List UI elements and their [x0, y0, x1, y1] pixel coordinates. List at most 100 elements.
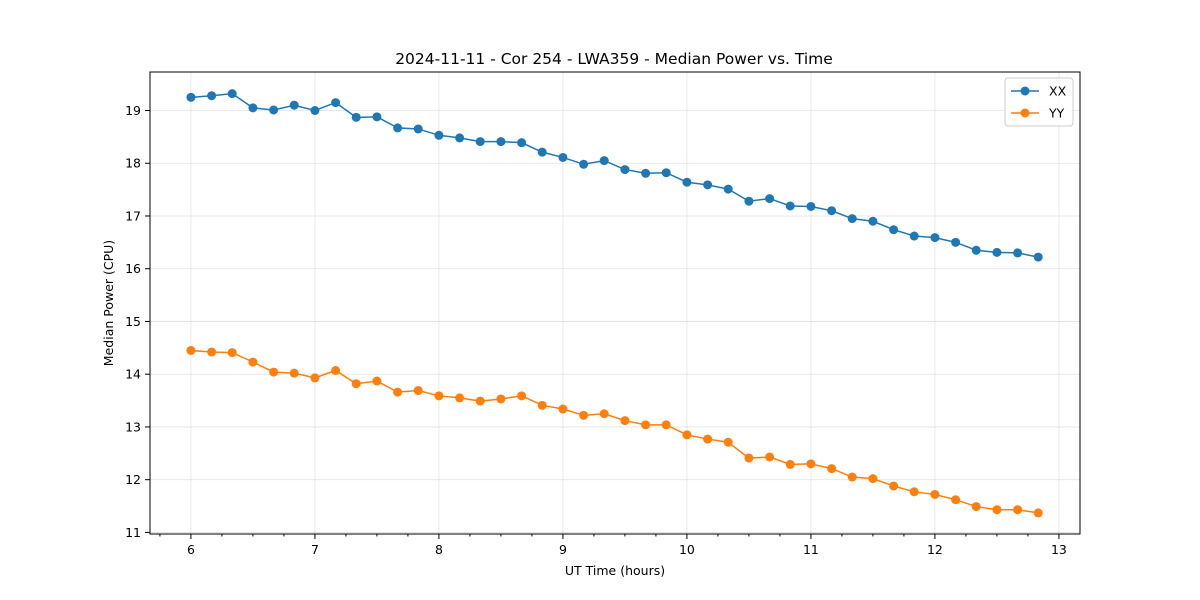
data-point-yy — [558, 404, 568, 414]
data-point-xx — [227, 89, 237, 99]
data-point-yy — [475, 396, 485, 406]
data-point-xx — [599, 156, 609, 166]
data-point-yy — [310, 373, 320, 383]
data-point-xx — [889, 225, 899, 235]
legend-label-xx: XX — [1049, 84, 1067, 99]
data-point-yy — [496, 394, 506, 404]
data-point-xx — [475, 137, 485, 147]
legend: XX YY — [1004, 77, 1074, 127]
series-layer — [186, 89, 1043, 518]
x-tick-label: 10 — [679, 542, 695, 557]
data-point-yy — [537, 400, 547, 410]
axis-ticks: 6 7 8 9 10 11 12 13 11 12 13 14 15 16 17 18 19 — [125, 103, 1067, 557]
data-point-yy — [661, 420, 671, 430]
data-point-yy — [806, 459, 816, 469]
data-point-xx — [620, 165, 630, 175]
data-point-yy — [1033, 508, 1043, 518]
data-point-xx — [951, 237, 961, 247]
data-point-xx — [248, 103, 258, 113]
data-point-xx — [496, 137, 506, 147]
data-point-yy — [641, 420, 651, 430]
data-point-xx — [537, 147, 547, 157]
data-point-yy — [971, 502, 981, 512]
data-point-yy — [785, 459, 795, 469]
data-point-xx — [269, 105, 279, 115]
data-point-xx — [1013, 248, 1023, 258]
data-point-xx — [682, 177, 692, 187]
data-point-yy — [930, 489, 940, 499]
data-point-xx — [393, 123, 403, 133]
data-point-yy — [289, 368, 299, 378]
data-point-yy — [227, 348, 237, 358]
chart-title: 2024-11-11 - Cor 254 - LWA359 - Median P… — [395, 50, 833, 68]
y-tick-label: 19 — [125, 103, 141, 118]
y-tick-label: 12 — [125, 472, 141, 487]
data-point-yy — [455, 393, 465, 403]
data-point-xx — [207, 91, 217, 101]
y-tick-label: 15 — [125, 314, 141, 329]
data-point-xx — [744, 196, 754, 206]
data-point-xx — [517, 138, 527, 148]
data-point-yy — [620, 416, 630, 426]
data-point-xx — [310, 106, 320, 115]
data-point-xx — [765, 194, 775, 204]
data-point-yy — [992, 505, 1002, 515]
data-point-xx — [847, 214, 857, 224]
data-point-yy — [579, 410, 589, 420]
y-tick-label: 17 — [125, 208, 141, 223]
data-point-yy — [1013, 505, 1023, 515]
data-point-xx — [641, 168, 651, 178]
x-tick-label: 8 — [435, 542, 443, 557]
data-point-xx — [806, 201, 816, 211]
data-point-yy — [827, 464, 837, 474]
x-tick-label: 9 — [559, 542, 567, 557]
data-point-xx — [413, 124, 423, 134]
data-point-yy — [434, 391, 444, 401]
data-point-yy — [951, 495, 961, 505]
data-point-yy — [703, 434, 713, 444]
data-point-xx — [868, 216, 878, 226]
y-tick-label: 18 — [125, 156, 141, 171]
data-point-xx — [1033, 252, 1043, 262]
data-point-yy — [909, 487, 919, 497]
x-tick-label: 11 — [803, 542, 819, 557]
data-point-xx — [661, 168, 671, 178]
data-point-xx — [579, 159, 589, 169]
data-point-xx — [930, 233, 940, 243]
x-tick-label: 13 — [1051, 542, 1067, 557]
x-tick-label: 6 — [187, 542, 195, 557]
data-point-yy — [682, 430, 692, 440]
data-point-xx — [372, 112, 382, 122]
data-point-yy — [868, 474, 878, 484]
y-axis-label: Median Power (CPU) — [101, 240, 116, 366]
data-point-yy — [889, 481, 899, 491]
data-point-xx — [455, 133, 465, 143]
data-point-xx — [785, 201, 795, 211]
y-tick-label: 11 — [125, 525, 141, 540]
data-point-yy — [351, 379, 361, 389]
data-point-xx — [703, 180, 713, 190]
data-point-xx — [331, 98, 341, 108]
data-point-xx — [827, 206, 837, 216]
data-point-yy — [186, 345, 196, 355]
data-point-yy — [269, 367, 279, 377]
plot-frame — [149, 71, 1081, 535]
y-tick-label: 16 — [125, 261, 141, 276]
data-point-yy — [723, 437, 733, 447]
data-point-yy — [517, 391, 527, 401]
data-point-xx — [289, 100, 299, 110]
legend-label-yy: YY — [1048, 106, 1065, 121]
y-tick-label: 14 — [125, 367, 141, 382]
data-point-xx — [909, 231, 919, 241]
x-tick-label: 12 — [927, 542, 943, 557]
grid — [150, 72, 1080, 534]
x-tick-label: 7 — [311, 542, 319, 557]
y-tick-label: 13 — [125, 419, 141, 434]
data-point-yy — [207, 347, 217, 357]
data-point-xx — [434, 130, 444, 140]
data-point-yy — [765, 452, 775, 462]
data-point-xx — [558, 152, 568, 162]
data-point-xx — [971, 245, 981, 255]
data-point-xx — [992, 247, 1002, 257]
